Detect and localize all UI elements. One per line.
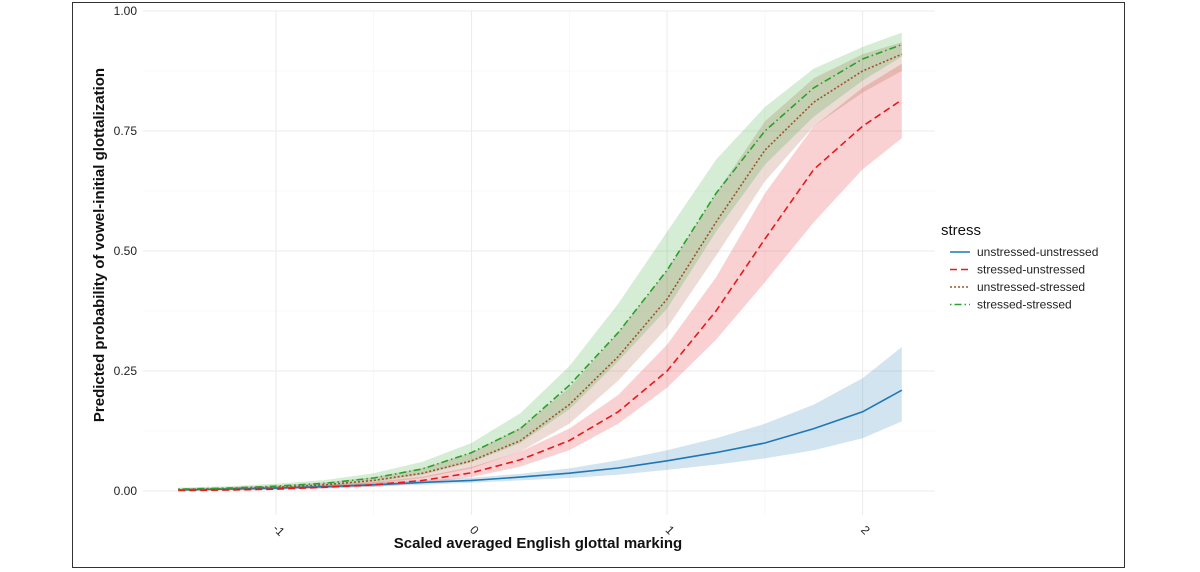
legend: stress unstressed-unstressed stressed-uns… [941,222,1098,312]
series-line-unstressed-stressed [178,53,903,491]
y-tick-label: 0.75 [114,124,138,138]
chart-canvas: 0.000.250.500.751.00 -1 0 1 2 Predicted pro… [91,4,1098,552]
legend-label-stressed-unstressed: stressed-unstressed [977,263,1085,277]
y-tick-label: 0.50 [114,244,138,258]
confidence-ribbons [178,32,902,492]
y-axis-title: Predicted probability of vowel-initial g… [91,68,108,422]
y-tick-label: 1.00 [114,4,138,18]
x-tick-label: 2 [858,523,873,538]
x-axis-title: Scaled averaged English glottal marking [394,535,682,552]
series-line-stressed-stressed [178,43,903,490]
ribbon-stressed-unstressed [178,63,902,492]
legend-label-unstressed-unstressed: unstressed-unstressed [977,245,1098,259]
legend-label-unstressed-stressed: unstressed-stressed [977,280,1085,294]
y-axis-ticks: 0.00 0.25 0.50 0.75 1.00 [114,4,138,498]
figure-frame: 0.00 0.25 0.50 0.75 1.00 -1 0 1 2 Predicted pro… [72,2,1125,568]
y-tick-label: 0.00 [114,484,138,498]
ribbon-unstressed-unstressed [178,347,902,491]
legend-title: stress [941,222,981,239]
series-lines [178,43,903,492]
ribbon-unstressed-stressed [178,42,902,491]
series-line-stressed-unstressed [178,99,903,492]
legend-label-stressed-stressed: stressed-stressed [977,298,1072,312]
y-tick-label: 0.25 [114,364,138,378]
grid-lines [143,10,935,515]
x-tick-label: -1 [270,521,288,539]
